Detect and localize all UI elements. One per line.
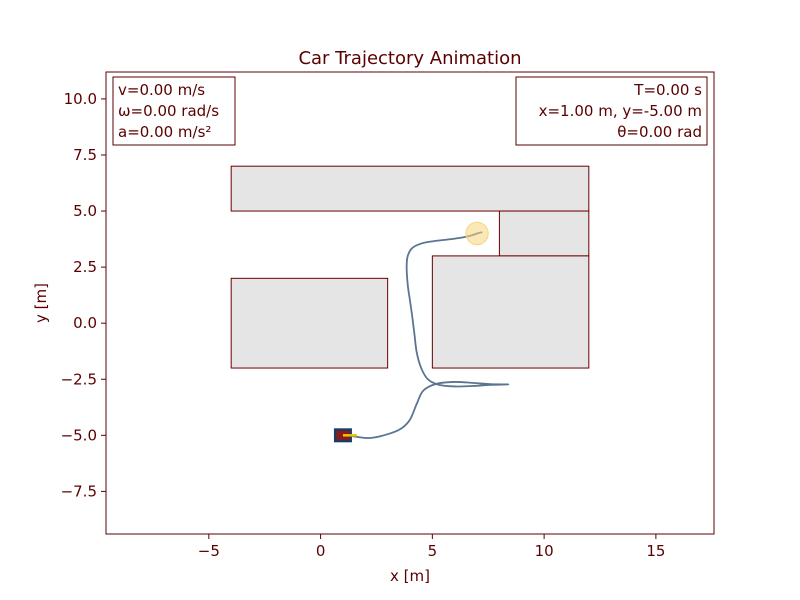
- y-tick-label: 2.5: [73, 258, 97, 276]
- heading-readout: θ=0.00 rad: [617, 123, 702, 141]
- trajectory-line: [342, 231, 510, 439]
- goal-layer: [465, 221, 489, 246]
- y-tick-label: 10.0: [64, 90, 97, 108]
- obstacle-rect: [498, 210, 590, 257]
- y-axis-label: y [m]: [32, 283, 50, 323]
- info-box-right: T=0.00 s x=1.00 m, y=-5.00 m θ=0.00 rad: [515, 76, 708, 146]
- acceleration-readout: a=0.00 m/s²: [118, 123, 211, 141]
- x-tick-label: −5: [198, 542, 220, 560]
- obstacle-rect: [230, 165, 590, 212]
- y-tick-label: −5.0: [61, 426, 97, 444]
- plot-frame: [105, 71, 715, 535]
- car-marker: [333, 428, 357, 443]
- info-box-left: v=0.00 m/s ω=0.00 rad/s a=0.00 m/s²: [112, 76, 236, 146]
- x-axis-label: x [m]: [390, 567, 430, 585]
- x-tick-label: 10: [535, 542, 554, 560]
- y-tick-label: 5.0: [73, 202, 97, 220]
- obstacles-layer: [230, 165, 590, 369]
- y-tick-label: 0.0: [73, 314, 97, 332]
- obstacle-rect: [431, 255, 590, 369]
- time-readout: T=0.00 s: [633, 81, 702, 99]
- y-ticks: −7.5 −5.0 −2.5 0.0 2.5 5.0 7.5 10.0: [61, 90, 106, 500]
- car-layer: [333, 428, 357, 443]
- obstacle-rect: [230, 277, 389, 369]
- trajectory-layer: [342, 231, 510, 439]
- info-box-right-frame: [515, 76, 708, 146]
- x-tick-label: 5: [428, 542, 438, 560]
- chart-title: Car Trajectory Animation: [298, 48, 521, 69]
- angular-velocity-readout: ω=0.00 rad/s: [118, 102, 219, 120]
- x-tick-label: 0: [316, 542, 326, 560]
- y-tick-label: −7.5: [61, 482, 97, 500]
- x-ticks: −5 0 5 10 15: [198, 534, 665, 560]
- y-tick-label: 7.5: [73, 146, 97, 164]
- x-tick-label: 15: [646, 542, 665, 560]
- velocity-readout: v=0.00 m/s: [118, 81, 205, 99]
- y-tick-label: −2.5: [61, 370, 97, 388]
- goal-marker: [465, 221, 489, 246]
- position-readout: x=1.00 m, y=-5.00 m: [539, 102, 702, 120]
- info-box-left-frame: [112, 76, 236, 146]
